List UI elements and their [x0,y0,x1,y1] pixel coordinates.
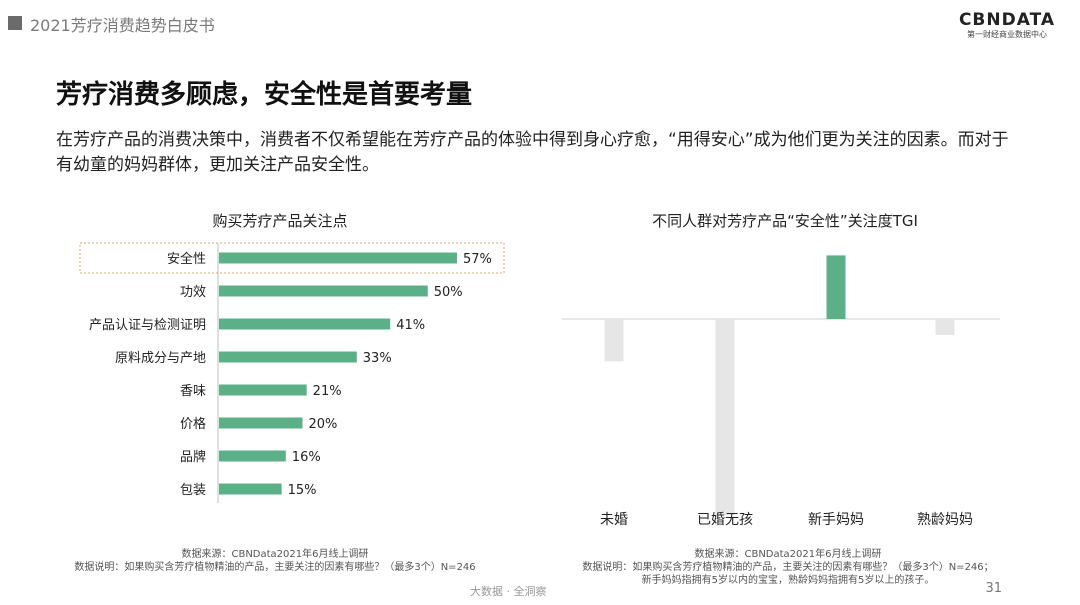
bar [219,252,457,264]
value-label: 33% [363,351,392,366]
right-source-line: 数据说明：如果购买含芳疗植物精油的产品，主要关注的因素有哪些？（最多3个）N=2… [582,562,994,573]
bar [219,351,357,363]
header-marker [8,16,22,30]
right-source-note: 数据来源：CBNData2021年6月线上调研 数据说明：如果购买含芳疗植物精油… [548,548,1028,587]
right-source-line: 数据来源：CBNData2021年6月线上调研 [694,549,882,560]
left-source-line: 数据来源：CBNData2021年6月线上调研 [181,549,369,560]
category-label: 已婚无孩 [697,512,753,528]
value-label: 16% [292,450,321,465]
bar [219,417,303,429]
value-label: 20% [309,417,338,432]
intro-text: 在芳疗产品的消费决策中，消费者不仅希望能在芳疗产品的体验中得到身心疗愈，“用得安… [56,130,1009,175]
bar [604,319,624,362]
bar [219,483,282,495]
category-label: 原料成分与产地 [115,351,206,366]
brand-subtitle: 第一财经商业数据中心 [966,30,1047,39]
bar [715,319,735,516]
category-label: 包装 [180,483,206,498]
category-label: 价格 [180,416,206,432]
category-label: 未婚 [600,512,628,528]
brand-logo: CBNDATA 第一财经商业数据中心 [959,10,1055,40]
value-label: 41% [396,318,425,333]
category-label: 功效 [180,285,206,300]
highlight-box [79,242,505,274]
category-label: 产品认证与检测证明 [89,318,206,333]
report-title: 2021芳疗消费趋势白皮书 [30,16,215,35]
value-label: 57% [463,252,492,267]
bar [219,450,286,462]
category-label: 品牌 [180,449,206,465]
left-source-line: 数据说明：如果购买含芳疗植物精油的产品，主要关注的因素有哪些？（最多3个）N=2… [74,562,476,573]
page-title: 芳疗消费多顾虑，安全性是首要考量 [56,80,473,110]
bar [935,319,955,335]
page-number: 31 [985,581,1002,596]
category-label: 新手妈妈 [808,512,864,528]
left-chart-title: 购买芳疗产品关注点 [212,212,348,230]
brand-name: CBNDATA [958,10,1055,30]
right-source-line: 新手妈妈指拥有5岁以内的宝宝，熟龄妈妈指拥有5岁以上的孩子。 [641,575,935,586]
right-chart-title: 不同人群对芳疗产品“安全性”关注度TGI [652,212,918,230]
category-label: 熟龄妈妈 [917,512,973,528]
footer-tagline: 大数据 · 全洞察 [470,585,547,598]
bar [219,318,391,330]
bar [826,255,846,319]
value-label: 21% [313,384,342,399]
category-label: 安全性 [167,251,206,267]
category-label: 香味 [180,384,206,399]
left-source-note: 数据来源：CBNData2021年6月线上调研 数据说明：如果购买含芳疗植物精油… [40,548,510,574]
value-label: 15% [288,483,317,498]
bar [219,285,428,297]
value-label: 50% [434,285,463,300]
bar [219,384,307,396]
